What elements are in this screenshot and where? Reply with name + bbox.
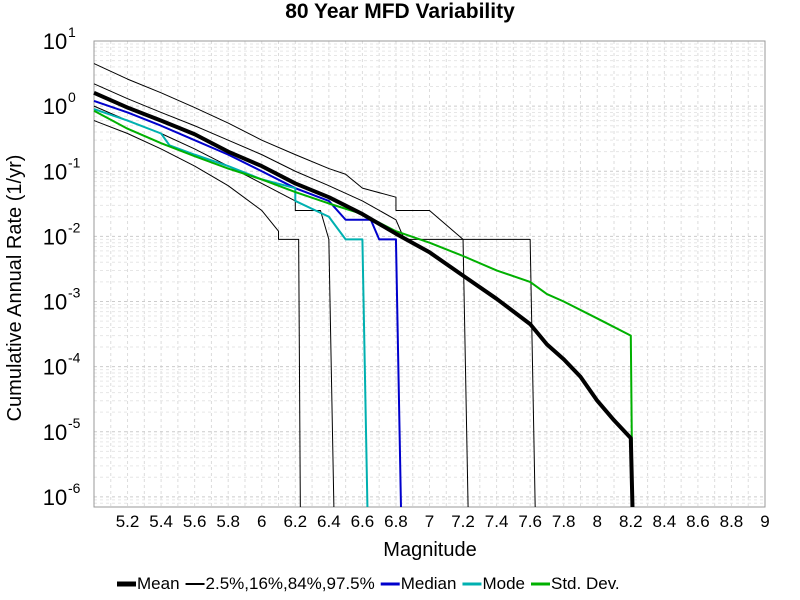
series-line-2-5-16-84-97-5 [93,63,536,508]
legend-label-mode: Mode [482,574,525,593]
y-tick-label: 10 [43,485,67,510]
series-line-mean [93,91,635,508]
x-tick-label: 6 [257,512,266,531]
series-line-2-5-16-84-97-5 [93,83,469,508]
x-tick-label: 8.4 [653,512,677,531]
y-tick-label: 10 [43,29,67,54]
x-tick-label: 5.6 [183,512,207,531]
x-tick-label: 8 [593,512,602,531]
y-tick-exponent: -5 [68,415,81,431]
legend-label-median: Median [401,574,457,593]
x-tick-label: 7.8 [552,512,576,531]
y-tick-exponent: -3 [68,285,81,301]
legend-label-mean: Mean [137,574,180,593]
y-tick-label: 10 [43,224,67,249]
x-tick-label: 7 [425,512,434,531]
x-tick-label: 6.8 [384,512,408,531]
y-tick-label: 10 [43,159,67,184]
y-tick-label: 10 [43,355,67,380]
y-tick-exponent: 1 [68,24,76,40]
legend-label-std-dev: Std. Dev. [551,574,620,593]
x-tick-label: 8.8 [720,512,744,531]
x-tick-labels: 5.2 5.4 5.6 5.8 6 6.2 6.4 6.6 6.8 7 7.2 7.4 7.6 7.8 8 8… [116,512,770,531]
y-tick-exponent: -2 [68,219,81,235]
x-tick-label: 8.2 [619,512,643,531]
x-tick-label: 6.6 [351,512,375,531]
y-tick-label: 10 [43,420,67,445]
y-tick-exponent: -1 [68,154,81,170]
x-tick-label: 7.2 [451,512,475,531]
x-tick-label: 8.6 [686,512,710,531]
y-tick-label: 10 [43,290,67,315]
x-tick-label: 6.4 [317,512,341,531]
x-tick-label: 7.4 [485,512,509,531]
grid [94,41,765,507]
legend: Mean 2.5%,16%,84%,97.5% Median Mode Std. Dev… [117,574,620,593]
x-tick-label: 9 [760,512,769,531]
x-tick-label: 5.4 [149,512,173,531]
y-tick-exponent: 0 [68,89,76,105]
legend-label-2-5-16-84-97-5: 2.5%,16%,84%,97.5% [206,574,375,593]
x-tick-label: 5.2 [116,512,140,531]
x-tick-label: 6.2 [283,512,307,531]
series-layer [93,63,635,508]
y-axis-label: Cumulative Annual Rate (1/yr) [4,155,26,422]
x-axis-label: Magnitude [383,539,476,561]
chart-title: 80 Year MFD Variability [285,0,515,23]
y-tick-exponent: -6 [68,480,81,496]
x-tick-label: 7.6 [518,512,542,531]
plot-frame [93,40,766,508]
series-line-2-5-16-84-97-5 [93,105,335,508]
series-line-2-5-16-84-97-5 [93,120,301,508]
y-tick-label: 10 [43,94,67,119]
x-tick-label: 5.8 [216,512,240,531]
y-tick-exponent: -4 [68,350,81,366]
series-line-std-dev [93,109,634,508]
